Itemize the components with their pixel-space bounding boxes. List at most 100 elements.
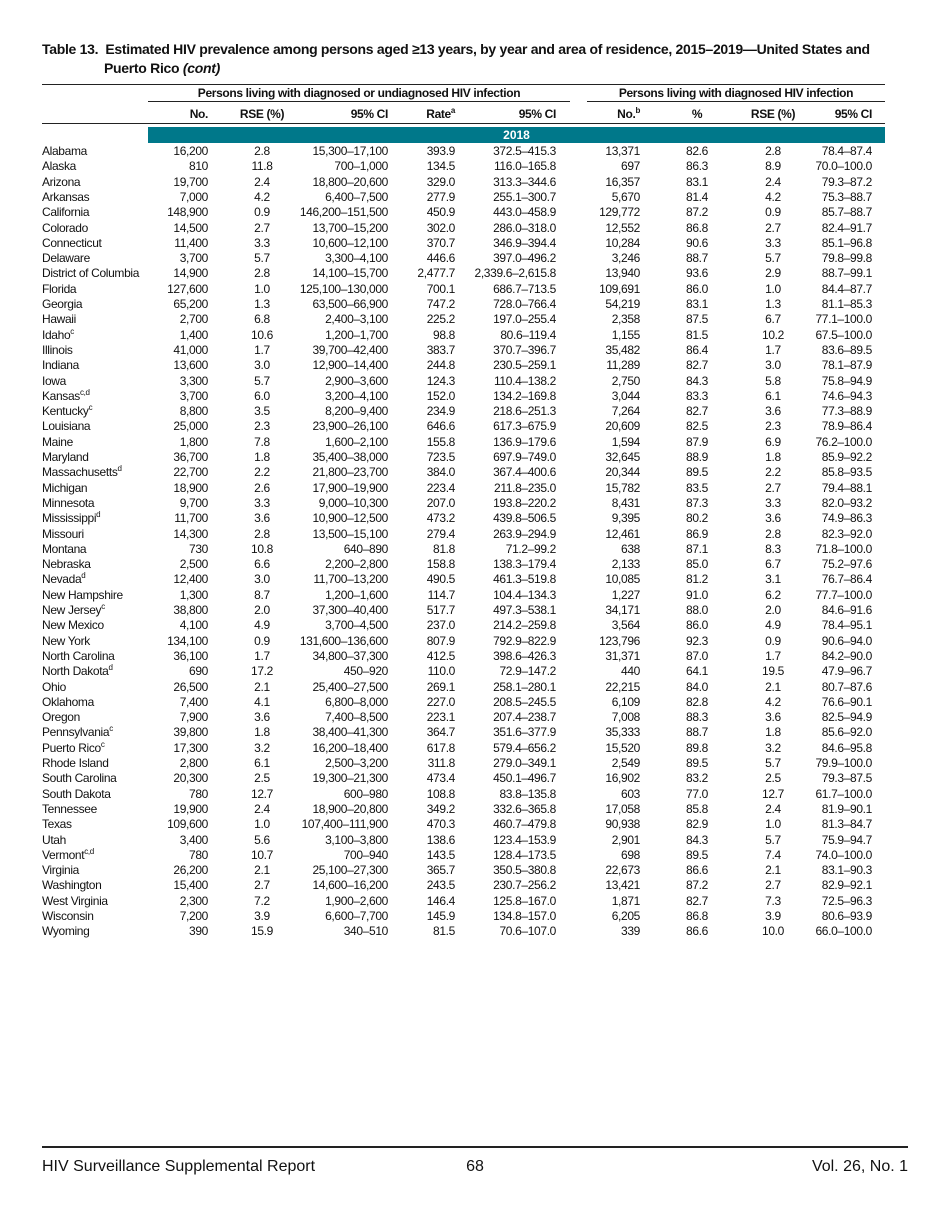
table-cell: 124.3 <box>426 373 456 388</box>
table-cell: 32,645 <box>605 450 640 464</box>
table-cell: 134.8–157.0 <box>493 909 556 923</box>
table-cell: 3,100–3,800 <box>325 832 388 847</box>
table-cell: 63,500–66,900 <box>312 297 388 311</box>
area-name: Maryland <box>42 450 89 465</box>
table-cell: 3.2 <box>254 740 270 755</box>
column-label: Rate <box>426 107 451 121</box>
table-cell: 13,940 <box>605 266 640 281</box>
table-cell: 646.6 <box>426 419 456 434</box>
table-cell: 110.4–138.2 <box>494 373 556 388</box>
table-cell: 0.9 <box>765 633 781 648</box>
table-cell: 1,300 <box>179 587 209 602</box>
table-cell: 1.3 <box>765 297 781 311</box>
table-cell: 1,600–2,100 <box>325 434 388 449</box>
table-cell: 82.9–92.1 <box>821 878 873 893</box>
area-label: Iowa <box>42 373 66 388</box>
area-name: Oregon <box>42 710 80 725</box>
table-cell: 109,691 <box>599 281 640 296</box>
table-cell: 15,400 <box>173 878 208 893</box>
table-cell: 11,700–13,200 <box>313 572 388 587</box>
title-cont: (cont) <box>182 60 220 76</box>
area-label: South Carolina <box>42 771 117 786</box>
footer-page: 68 <box>466 1158 484 1175</box>
table-cell: 2,800 <box>179 756 209 770</box>
table-cell: 15,300–17,100 <box>312 144 388 158</box>
table-cell: 86.4 <box>686 342 708 357</box>
table-cell: 16,200 <box>173 144 208 158</box>
table-cell: 86.8 <box>686 909 708 923</box>
table-cell: 14,900 <box>173 266 208 281</box>
table-cell: 0.9 <box>765 205 781 220</box>
table-cell: 13,700–15,200 <box>312 220 388 235</box>
table-cell: 35,400–38,000 <box>312 450 388 464</box>
table-cell: 4.2 <box>254 189 270 204</box>
table-cell: 92.3 <box>686 633 708 648</box>
table-cell: 158.8 <box>426 557 456 572</box>
table-cell: 2.4 <box>765 801 781 816</box>
table-cell: 227.0 <box>426 694 456 709</box>
area-label: Mississippi <box>42 511 97 526</box>
table-cell: 38,400–41,300 <box>312 725 388 740</box>
area-label: West Virginia <box>42 893 108 908</box>
table-cell: 87.3 <box>686 495 708 510</box>
table-cell: 10,600–12,100 <box>312 235 388 250</box>
table-cell: 146.4 <box>426 893 456 908</box>
table-cell: 5.8 <box>765 373 781 388</box>
table-cell: 10.6 <box>251 327 273 342</box>
area-name: Puerto Ricoc <box>42 739 105 756</box>
table-cell: 243.5 <box>426 878 456 893</box>
table-cell: 23,900–26,100 <box>312 419 388 434</box>
area-name: Michigan <box>42 480 88 496</box>
table-cell: 2.5 <box>765 771 781 786</box>
table-cell: 2,700 <box>179 312 209 327</box>
column-label: 95% CI <box>834 107 873 121</box>
table-cell: 1,594 <box>611 434 641 449</box>
table-cell: 3.0 <box>765 358 781 373</box>
table-cell: 86.3 <box>686 159 708 174</box>
area-note: c <box>100 739 105 749</box>
table-cell: 4,100 <box>179 618 209 633</box>
table-cell: 10,085 <box>605 572 640 587</box>
table-cell: 1.0 <box>254 281 270 296</box>
table-cell: 77.7–100.0 <box>815 587 872 602</box>
area-label: Virginia <box>42 863 80 878</box>
area-label: Michigan <box>42 480 88 495</box>
table-cell: 446.6 <box>426 251 456 266</box>
area-label: Puerto Rico <box>42 740 101 755</box>
table-cell: 89.8 <box>686 740 708 755</box>
table-cell: 54,219 <box>605 297 640 311</box>
table-cell: 6.7 <box>765 312 781 327</box>
table-cell: 2,200–2,800 <box>325 557 388 572</box>
table-cell: 19,900 <box>173 801 208 816</box>
table-cell: 13,421 <box>605 878 640 893</box>
table-cell: 792.9–822.9 <box>493 633 556 648</box>
area-name: Delaware <box>42 251 90 266</box>
table-cell: 15,520 <box>605 740 640 755</box>
area-name: Tennessee <box>42 802 97 817</box>
area-name: West Virginia <box>42 894 108 909</box>
table-cell: 277.9 <box>426 189 456 204</box>
table-cell: 7.3 <box>765 893 781 908</box>
area-name: Nebraska <box>42 557 91 572</box>
table-cell: 18,800–20,600 <box>312 174 388 189</box>
area-name: Mississippid <box>42 511 101 526</box>
table-cell: 125.8–167.0 <box>493 893 556 908</box>
table-cell: 2.4 <box>765 174 781 189</box>
area-name: Massachusettsd <box>42 465 122 480</box>
table-cell: 2.1 <box>254 679 270 694</box>
table-cell: 81.2 <box>686 572 708 587</box>
table-cell: 125,100–130,000 <box>299 281 389 296</box>
table-cell: 193.8–220.2 <box>493 495 556 510</box>
table-cell: 138.6 <box>426 832 456 847</box>
table-cell: 2,358 <box>611 312 641 327</box>
area-label: Indiana <box>42 358 79 373</box>
table-cell: 11.8 <box>251 159 273 174</box>
area-name: Wyoming <box>42 924 90 939</box>
table-cell: 90.6–94.0 <box>821 633 873 648</box>
table-cell: 2.7 <box>765 220 781 235</box>
table-cell: 617.8 <box>426 740 456 755</box>
table-cell: 6,205 <box>611 909 641 923</box>
table-cell: 2.5 <box>254 771 270 786</box>
area-name: North Carolina <box>42 649 115 664</box>
table-cell: 3.3 <box>765 495 781 510</box>
